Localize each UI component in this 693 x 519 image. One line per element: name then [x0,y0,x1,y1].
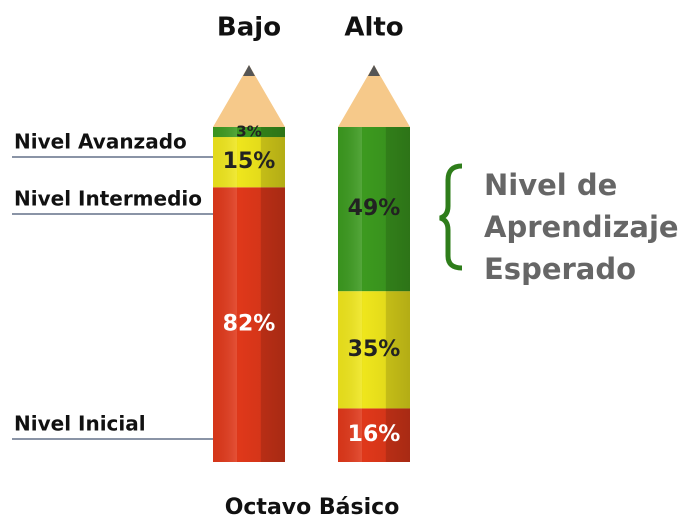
legend-label: Nivel Avanzado [14,130,187,154]
pencil-shade [213,127,285,462]
legend-label: Nivel Inicial [14,412,146,436]
annotation: Aprendizaje [484,210,679,244]
pencil-tip [338,65,410,127]
data-label: 16% [348,422,401,447]
pencil-shade [338,127,410,462]
legend-label: Nivel Intermedio [14,187,202,211]
data-label: 49% [348,196,401,221]
data-label: 35% [348,337,401,362]
chart-title: Octavo Básico [225,495,400,519]
pencil-lead [243,65,255,76]
data-label: 82% [223,312,276,337]
data-label: 15% [223,149,276,174]
brace [439,163,463,271]
annotation: Esperado [484,252,636,286]
data-label: 3% [236,123,261,141]
x-tick-label: Alto [344,13,403,43]
pencil-tip [213,65,285,127]
pencil-lead [368,65,380,76]
x-tick-label: Bajo [217,13,281,43]
annotation: Nivel de [484,168,617,202]
